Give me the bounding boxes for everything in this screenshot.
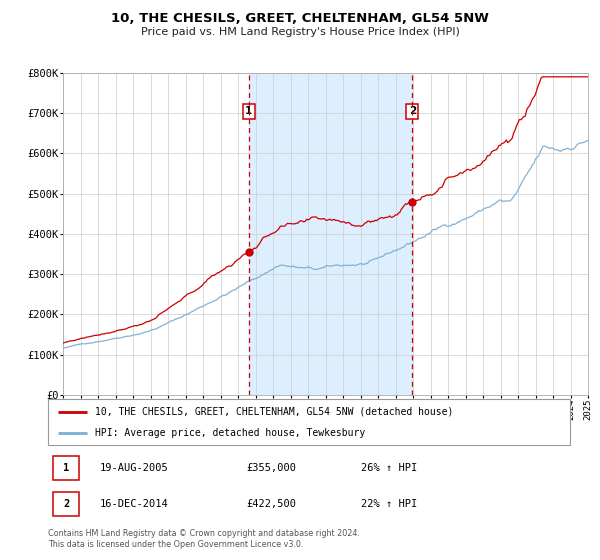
FancyBboxPatch shape	[53, 456, 79, 480]
Text: 2: 2	[63, 499, 70, 508]
Text: 1: 1	[63, 463, 70, 473]
FancyBboxPatch shape	[53, 492, 79, 516]
Text: 1: 1	[245, 106, 253, 116]
Text: 2: 2	[409, 106, 416, 116]
Text: Contains HM Land Registry data © Crown copyright and database right 2024.
This d: Contains HM Land Registry data © Crown c…	[48, 529, 360, 549]
Text: £355,000: £355,000	[247, 463, 296, 473]
Text: HPI: Average price, detached house, Tewkesbury: HPI: Average price, detached house, Tewk…	[95, 428, 365, 438]
Text: Price paid vs. HM Land Registry's House Price Index (HPI): Price paid vs. HM Land Registry's House …	[140, 27, 460, 37]
Text: 10, THE CHESILS, GREET, CHELTENHAM, GL54 5NW: 10, THE CHESILS, GREET, CHELTENHAM, GL54…	[111, 12, 489, 25]
FancyBboxPatch shape	[48, 399, 570, 445]
Text: 19-AUG-2005: 19-AUG-2005	[100, 463, 169, 473]
Text: 22% ↑ HPI: 22% ↑ HPI	[361, 499, 418, 508]
Text: 26% ↑ HPI: 26% ↑ HPI	[361, 463, 418, 473]
Bar	[249, 73, 412, 395]
Text: 16-DEC-2014: 16-DEC-2014	[100, 499, 169, 508]
Text: 10, THE CHESILS, GREET, CHELTENHAM, GL54 5NW (detached house): 10, THE CHESILS, GREET, CHELTENHAM, GL54…	[95, 407, 454, 417]
Text: £422,500: £422,500	[247, 499, 296, 508]
